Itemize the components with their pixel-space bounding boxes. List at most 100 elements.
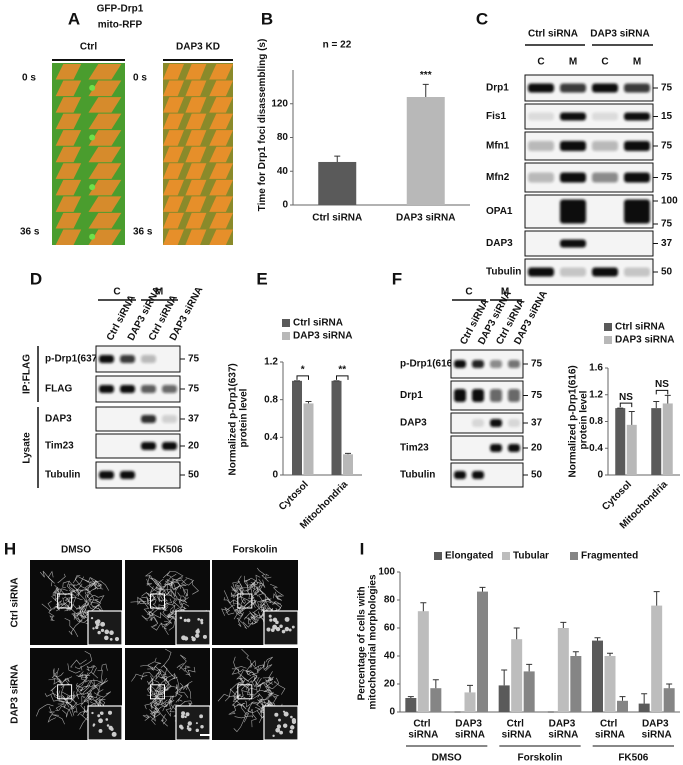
mito-network <box>84 582 103 591</box>
roi <box>150 684 165 700</box>
mito-network <box>150 675 162 691</box>
mito-signal <box>185 97 207 113</box>
mito-network <box>81 594 99 607</box>
mito-network <box>149 710 159 717</box>
blot-label: FLAG <box>45 384 72 395</box>
mito-network <box>250 611 259 621</box>
group-label: DMSO <box>432 753 462 764</box>
mito-network <box>232 599 244 607</box>
mito-network <box>55 703 65 711</box>
error-bar <box>345 452 351 455</box>
bar <box>557 628 569 712</box>
inset-detail <box>191 635 194 639</box>
mito-network <box>48 706 55 714</box>
mito-signal <box>163 229 184 245</box>
inset-detail <box>274 712 279 717</box>
mito-network <box>54 584 60 594</box>
drp1-focus <box>89 84 96 91</box>
band <box>141 355 156 363</box>
time-label: 36 s <box>20 227 40 238</box>
band <box>120 355 135 363</box>
bar <box>570 656 582 712</box>
mito-network <box>76 685 80 700</box>
mito-network <box>169 570 184 581</box>
band <box>560 199 586 224</box>
mito-signal <box>209 196 233 212</box>
x-tick-label: Ctrl siRNA <box>502 718 532 740</box>
error-bar <box>513 627 520 640</box>
inset-detail <box>106 724 110 727</box>
channel-label: mito-RFP <box>98 20 143 31</box>
mito-network <box>175 689 183 703</box>
bar <box>617 700 628 712</box>
y-tick-label: 0 <box>272 470 278 481</box>
inset-detail <box>105 718 109 721</box>
error-bar <box>560 621 567 628</box>
mito-network <box>162 606 172 619</box>
mito-network <box>131 673 148 682</box>
mito-network <box>146 611 158 623</box>
mito-network <box>176 579 195 586</box>
annotation: n = 22 <box>323 40 352 51</box>
mito-network <box>156 596 169 603</box>
mito-network <box>241 682 251 696</box>
mito-network <box>155 685 165 696</box>
mito-network <box>171 585 181 598</box>
mito-network <box>57 678 64 686</box>
mito-network <box>241 648 252 668</box>
mito-network <box>148 596 156 602</box>
mito-signal <box>55 130 82 146</box>
mito-signal <box>55 212 82 229</box>
x-tick-label: DAP3 siRNA <box>642 718 672 740</box>
y-tick-label: 1.2 <box>589 389 603 400</box>
error-bar <box>334 155 341 162</box>
mito-network <box>147 677 154 686</box>
mito-signal <box>209 130 233 146</box>
band <box>490 419 502 427</box>
y-axis-label: Percentage of cells with mitochondrial m… <box>356 574 378 709</box>
mito-signal <box>163 97 184 113</box>
inset-detail <box>289 729 294 734</box>
mito-network <box>242 621 258 628</box>
mito-signal <box>185 229 207 245</box>
y-tick-label: 40 <box>277 166 289 177</box>
mito-signal <box>55 113 82 130</box>
bar <box>626 424 637 475</box>
marker-label: 75 <box>661 219 673 230</box>
mito-network <box>83 679 102 693</box>
mito-network <box>76 675 90 683</box>
mito-network <box>51 668 59 680</box>
mito-network <box>242 690 251 697</box>
mito-network <box>242 684 255 695</box>
marker-label: 75 <box>661 83 673 94</box>
y-tick-label: 120 <box>271 98 288 109</box>
bar <box>662 403 673 475</box>
band <box>472 360 484 368</box>
x-tick-label: DAP3 siRNA <box>396 213 455 224</box>
blot-label: Tim23 <box>45 441 74 452</box>
legend-label: DAP3 siRNA <box>615 335 674 346</box>
mito-signal <box>163 163 184 179</box>
mito-network <box>246 585 255 600</box>
mito-network <box>257 599 265 609</box>
inset-detail <box>97 714 101 718</box>
bar <box>464 692 476 712</box>
mito-signal <box>209 97 233 113</box>
marker-label: 75 <box>188 384 200 395</box>
inset-detail <box>279 624 283 628</box>
fraction-label: M <box>155 287 163 298</box>
inset <box>87 705 123 741</box>
mito-network <box>265 678 274 697</box>
mito-network <box>165 708 171 717</box>
blot-label: DAP3 <box>400 418 427 429</box>
error-bar <box>653 400 660 409</box>
mito-network <box>72 575 92 587</box>
blot-label: Mfn2 <box>486 172 510 183</box>
mito-network <box>263 664 273 672</box>
mito-network <box>253 604 268 618</box>
mito-network <box>168 701 176 710</box>
marker-label: 75 <box>661 141 673 152</box>
inset-detail <box>278 718 281 722</box>
mito-network <box>149 616 159 627</box>
error-bar <box>432 679 439 689</box>
